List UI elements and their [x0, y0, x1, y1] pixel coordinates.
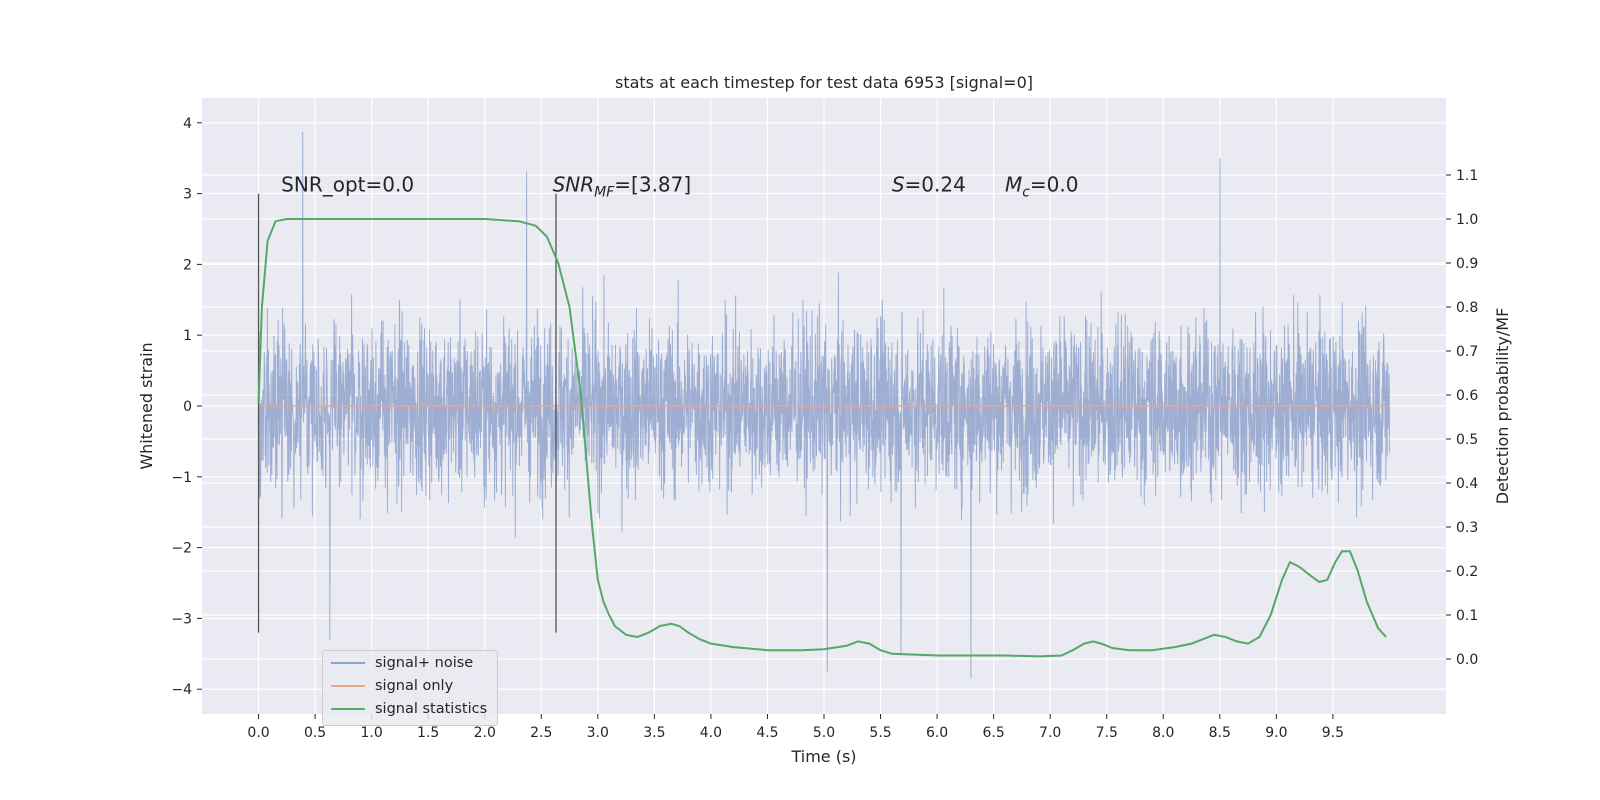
x-tick-label: 4.5 — [756, 725, 778, 741]
y-tick-label: 1 — [183, 328, 192, 344]
vertical-lines — [257, 193, 557, 633]
annotations: SNR_opt=0.0 SNRMF=[3.87] S=0.24 Mc=0.0 — [281, 173, 1078, 201]
annotation-text: S=0.24 — [892, 173, 966, 197]
x-tick-label: 2.0 — [474, 725, 496, 741]
signal-statistics-line — [257, 218, 1387, 658]
x-tick-label: 5.5 — [869, 725, 891, 741]
y-tick-label: 3 — [183, 187, 192, 203]
signal-statistics-series — [257, 218, 1387, 658]
y-axis-ticks: −4 −3 −2 −1 0 1 2 3 4 — [171, 116, 202, 698]
x-tick-label: 8.0 — [1152, 725, 1174, 741]
x-tick-label: 8.5 — [1209, 725, 1231, 741]
y-right-tick-label: 0.0 — [1456, 652, 1478, 668]
x-tick-label: 1.0 — [361, 725, 383, 741]
x-tick-label: 9.0 — [1265, 725, 1287, 741]
y-tick-label: −2 — [171, 541, 192, 557]
y-right-tick-label: 0.6 — [1456, 388, 1478, 404]
x-tick-label: 2.5 — [530, 725, 552, 741]
legend-item: signal+ noise — [331, 652, 497, 674]
noise-series — [258, 131, 1390, 679]
y-right-tick-label: 1.0 — [1456, 212, 1478, 228]
y-right-tick-label: 0.5 — [1456, 432, 1478, 448]
chart-title: stats at each timestep for test data 695… — [615, 73, 1033, 92]
y-right-tick-label: 0.8 — [1456, 300, 1478, 316]
y-right-tick-label: 0.9 — [1456, 256, 1478, 272]
y-right-tick-label: 0.4 — [1456, 476, 1478, 492]
legend-swatch-signal — [331, 685, 365, 687]
legend-swatch-noise — [331, 662, 365, 664]
y-tick-label: 4 — [183, 116, 192, 132]
x-tick-label: 3.0 — [587, 725, 609, 741]
legend-item: signal statistics — [331, 698, 497, 720]
x-tick-label: 7.0 — [1039, 725, 1061, 741]
x-tick-label: 0.0 — [247, 725, 269, 741]
legend-item: signal only — [331, 675, 497, 697]
x-axis-label: Time (s) — [790, 747, 856, 766]
y-right-tick-label: 0.2 — [1456, 564, 1478, 580]
y-right-tick-label: 1.1 — [1456, 168, 1478, 184]
legend-swatch-stats — [331, 708, 365, 710]
annotation-text: SNRMF=[3.87] — [553, 173, 692, 201]
y-axis-label: Whitened strain — [137, 342, 156, 469]
x-axis-ticks: 0.0 0.5 1.0 1.5 2.0 2.5 3.0 3.5 4.0 4.5 5.0 5.5 6.0 6… — [247, 714, 1344, 741]
legend: signal+ noise signal only signal statist… — [322, 650, 498, 726]
legend-label: signal only — [375, 678, 454, 694]
y-axis-right-ticks: 0.0 0.1 0.2 0.3 0.4 0.5 0.6 0.7 0.8 0.9 1.0 1.1 — [1446, 168, 1478, 668]
x-tick-label: 3.5 — [643, 725, 665, 741]
annotation-text: SNR_opt=0.0 — [281, 173, 414, 197]
y-right-tick-label: 0.1 — [1456, 608, 1478, 624]
x-tick-label: 0.5 — [304, 725, 326, 741]
legend-label: signal statistics — [375, 701, 488, 717]
x-tick-label: 6.0 — [926, 725, 948, 741]
legend-label: signal+ noise — [375, 655, 474, 671]
y-tick-label: 2 — [183, 257, 192, 273]
y-tick-label: 0 — [183, 399, 192, 415]
x-tick-label: 1.5 — [417, 725, 439, 741]
x-tick-label: 9.5 — [1322, 725, 1344, 741]
y-right-tick-label: 0.7 — [1456, 344, 1478, 360]
y-tick-label: −3 — [171, 611, 192, 627]
y-right-tick-label: 0.3 — [1456, 520, 1478, 536]
x-tick-label: 4.0 — [700, 725, 722, 741]
annotation-text: Mc=0.0 — [1005, 173, 1079, 201]
x-tick-label: 5.0 — [813, 725, 835, 741]
y-axis-right-label: Detection probability/MF — [1493, 308, 1512, 505]
y-tick-label: −1 — [171, 470, 192, 486]
noise-line — [258, 131, 1390, 679]
x-tick-label: 7.5 — [1096, 725, 1118, 741]
y-tick-label: −4 — [171, 682, 192, 698]
x-tick-label: 6.5 — [983, 725, 1005, 741]
